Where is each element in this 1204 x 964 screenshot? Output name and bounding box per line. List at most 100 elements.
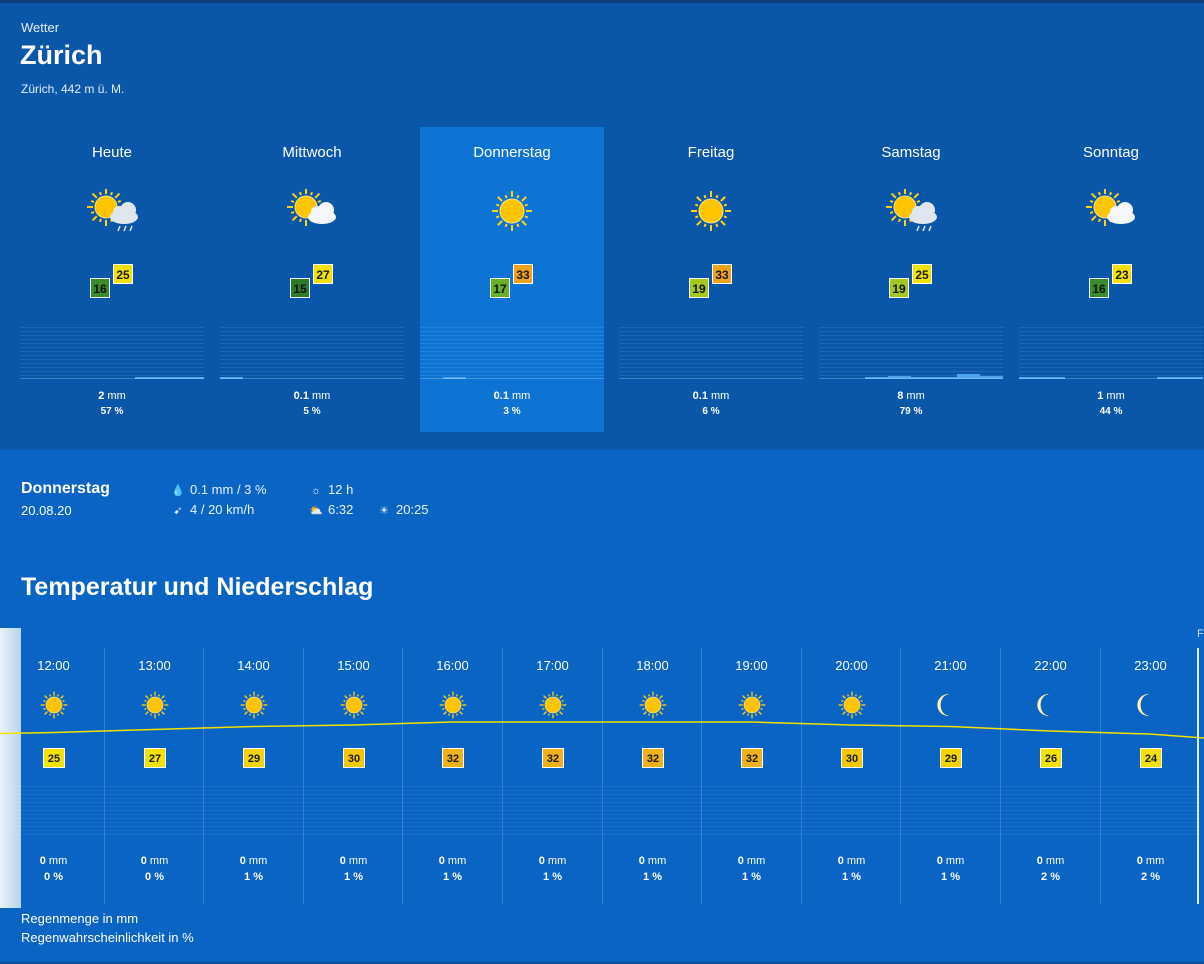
detail-sunset: ☀ 20:25 (376, 502, 428, 517)
hour-rain-probability: 1 % (244, 871, 263, 883)
hour-temp-badge: 29 (940, 748, 962, 768)
bottom-border (0, 962, 1204, 964)
day-column-mittwoch[interactable]: Mittwoch 15 27 0.1 mm 5 % (220, 127, 404, 432)
detail-sunrise: ⛅ 6:32 (308, 502, 353, 517)
rain-bar (181, 377, 204, 379)
rain-amount: 8 mm (819, 390, 1003, 402)
high-temp-badge: 33 (712, 264, 732, 284)
detail-day-name: Donnerstag (21, 480, 110, 497)
moon-icon (1031, 690, 1071, 730)
hour-column[interactable]: 15:00 30 0 mm 1 % (303, 648, 403, 904)
hour-rain-unit: mm (1145, 855, 1165, 867)
rain-chart (20, 327, 204, 379)
hour-rain-amount: 0 mm (802, 855, 901, 867)
hour-rain-value: 0 (438, 855, 445, 867)
hour-rain-value: 0 (1136, 855, 1143, 867)
hour-rain-chart (105, 786, 204, 836)
hour-rain-value: 0 (837, 855, 844, 867)
moon-icon (931, 690, 971, 730)
high-temp-badge: 23 (1112, 264, 1132, 284)
low-temp-badge: 15 (290, 278, 310, 298)
hour-rain-unit: mm (647, 855, 667, 867)
hourly-forecast[interactable]: 12:00 25 0 mm 0 % 13:00 27 0 mm 0 % 14:00 29 0 mm 1… (0, 628, 1204, 908)
hour-column[interactable]: 20:00 30 0 mm 1 % (801, 648, 901, 904)
temperature-line (0, 721, 1204, 739)
sunset-icon: ☀ (379, 505, 389, 517)
rain-bar (934, 377, 957, 379)
day-column-freitag[interactable]: Freitag 19 33 0.1 mm 6 % (619, 127, 803, 432)
day-column-sonntag[interactable]: Sonntag 16 23 1 mm 44 % (1019, 127, 1203, 432)
hour-rain-probability: 1 % (543, 871, 562, 883)
weather-label: Wetter (21, 20, 60, 35)
hour-column[interactable]: 13:00 27 0 mm 0 % (104, 648, 204, 904)
high-temp-badge: 25 (113, 264, 133, 284)
hour-time: 14:00 (237, 658, 270, 673)
hour-rain-chart (603, 786, 702, 836)
day-name: Heute (91, 144, 133, 161)
day-column-samstag[interactable]: Samstag 19 25 8 mm 79 % (819, 127, 1003, 432)
sun-cloud-icon (1081, 188, 1141, 233)
top-border (0, 0, 1204, 3)
hour-column[interactable]: 19:00 32 0 mm 1 % (701, 648, 801, 904)
hour-time: 19:00 (735, 658, 768, 673)
hour-time: 21:00 (934, 658, 967, 673)
detail-wind-value: 4 / 20 km/h (190, 502, 255, 517)
rain-bar (911, 377, 934, 379)
section-title: Temperatur und Niederschlag (21, 573, 374, 601)
rain-amount-value: 8 (897, 390, 904, 402)
hour-rain-chart (1101, 786, 1200, 836)
rain-probability: 79 % (899, 406, 923, 417)
hour-rain-probability: 1 % (742, 871, 761, 883)
hour-rain-chart (4, 786, 103, 836)
hour-column[interactable]: 23:00 24 0 mm 2 % (1100, 648, 1200, 904)
rain-chart-baseline (1019, 378, 1203, 379)
hour-column[interactable]: 12:00 25 0 mm 0 % (4, 648, 103, 904)
hour-rain-chart (403, 786, 502, 836)
moon-icon (1131, 690, 1171, 730)
hour-rain-value: 0 (140, 855, 147, 867)
hour-column[interactable]: 21:00 29 0 mm 1 % (900, 648, 1000, 904)
hour-rain-amount: 0 mm (1001, 855, 1100, 867)
rain-bar (957, 374, 980, 379)
sun-icon (681, 189, 741, 233)
low-temp-badge: 16 (1089, 278, 1109, 298)
hour-rain-amount: 0 mm (603, 855, 702, 867)
day-column-donnerstag[interactable]: Donnerstag 17 33 0.1 mm 3 % (420, 127, 604, 432)
sun-cloud-icon (282, 188, 342, 233)
hour-rain-chart (802, 786, 901, 836)
hour-rain-value: 0 (638, 855, 645, 867)
rain-chart-baseline (20, 378, 204, 379)
hour-rain-value: 0 (936, 855, 943, 867)
rain-chart-baseline (619, 378, 803, 379)
day-column-heute[interactable]: Heute 16 25 2 mm 57 % (20, 127, 204, 432)
scroll-left-strip[interactable] (0, 628, 21, 908)
day-name: Sonntag (1083, 144, 1139, 161)
hour-rain-unit: mm (547, 855, 567, 867)
hour-rain-unit: mm (746, 855, 766, 867)
rain-amount: 0.1 mm (220, 390, 404, 402)
hour-rain-amount: 0 mm (503, 855, 602, 867)
hour-temp-badge: 32 (542, 748, 564, 768)
sun-icon (135, 690, 175, 730)
hour-time: 22:00 (1034, 658, 1067, 673)
hour-rain-probability: 0 % (44, 871, 63, 883)
low-temp-badge: 19 (689, 278, 709, 298)
hour-time: 13:00 (138, 658, 171, 673)
rain-amount-value: 1 (1097, 390, 1104, 402)
rain-amount: 2 mm (20, 390, 204, 402)
hour-time: 23:00 (1134, 658, 1167, 673)
rain-probability: 5 % (303, 406, 321, 417)
hour-column[interactable]: 17:00 32 0 mm 1 % (502, 648, 602, 904)
hour-column[interactable]: 22:00 26 0 mm 2 % (1000, 648, 1100, 904)
rain-amount-value: 2 (98, 390, 105, 402)
hour-column[interactable]: 16:00 32 0 mm 1 % (402, 648, 502, 904)
rain-probability: 44 % (1099, 406, 1123, 417)
rain-bar (135, 377, 158, 379)
hour-column[interactable]: 18:00 32 0 mm 1 % (602, 648, 702, 904)
hour-rain-probability: 1 % (842, 871, 861, 883)
hour-column[interactable]: 14:00 29 0 mm 1 % (203, 648, 303, 904)
rain-chart (1019, 327, 1203, 379)
sun-icon (234, 690, 274, 730)
sun-icon (633, 690, 673, 730)
hour-rain-amount: 0 mm (403, 855, 502, 867)
